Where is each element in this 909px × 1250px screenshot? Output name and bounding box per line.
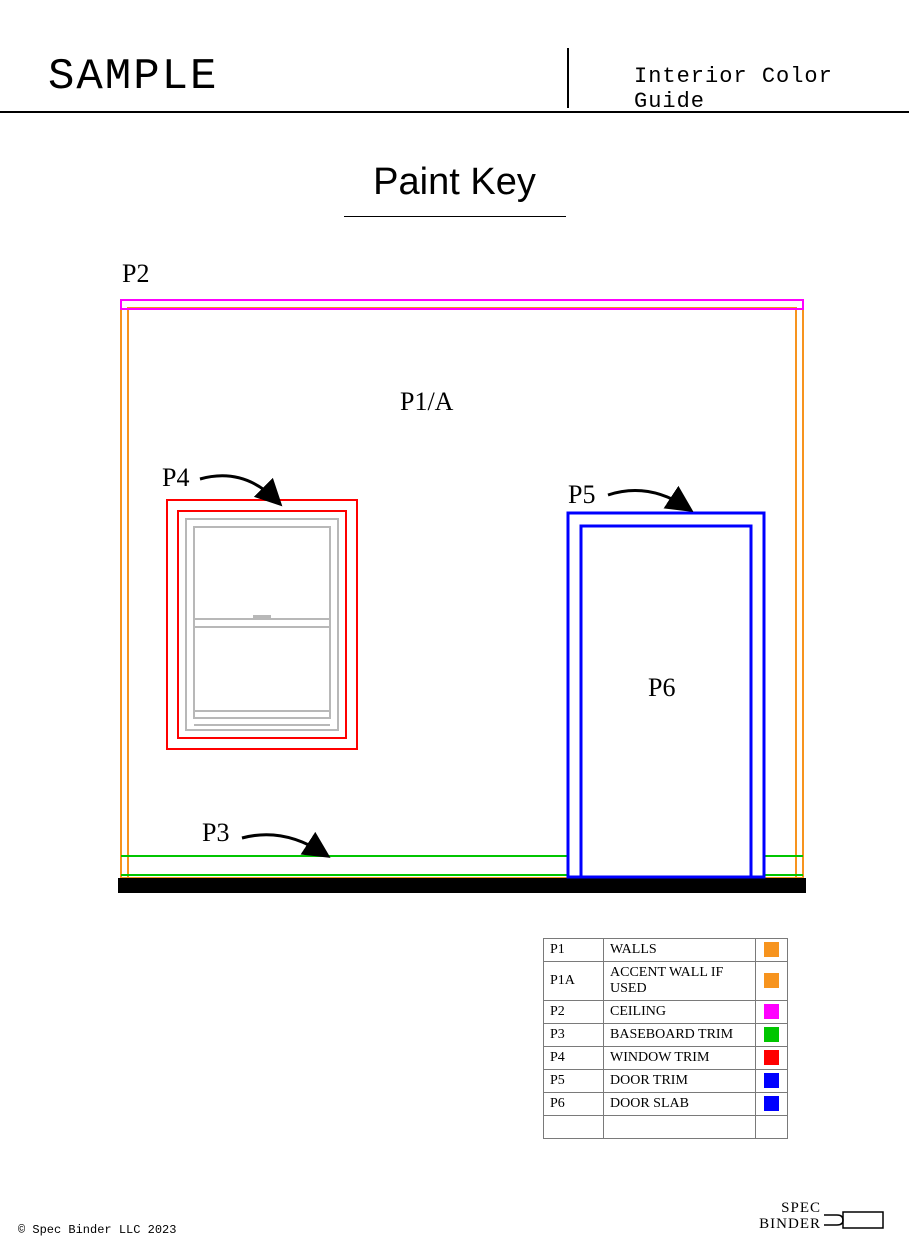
legend-swatch-cell [756, 962, 788, 1001]
legend-row: P3BASEBOARD TRIM [544, 1024, 788, 1047]
legend-row: P1WALLS [544, 939, 788, 962]
legend-row: P6DOOR SLAB [544, 1093, 788, 1116]
legend-code: P4 [544, 1047, 604, 1070]
elevation-diagram: P2 P1/A P4 P5 P6 P3 [118, 297, 806, 897]
legend-swatch-cell [756, 1070, 788, 1093]
legend-code: P1 [544, 939, 604, 962]
legend-swatch [764, 1096, 779, 1111]
legend-swatch [764, 1073, 779, 1088]
legend-desc: CEILING [604, 1001, 756, 1024]
legend-desc: WINDOW TRIM [604, 1047, 756, 1070]
page-header: SAMPLE Interior Color Guide [0, 0, 909, 113]
legend-row: P4WINDOW TRIM [544, 1047, 788, 1070]
legend-swatch-cell [756, 939, 788, 962]
legend-desc: DOOR SLAB [604, 1093, 756, 1116]
legend-swatch-cell [756, 1047, 788, 1070]
label-p6: P6 [648, 673, 675, 703]
legend-swatch-cell [756, 1001, 788, 1024]
legend-row: P2CEILING [544, 1001, 788, 1024]
legend-desc: DOOR TRIM [604, 1070, 756, 1093]
header-left-title: SAMPLE [48, 52, 218, 102]
label-p4: P4 [162, 463, 189, 493]
legend-desc: WALLS [604, 939, 756, 962]
label-p5: P5 [568, 480, 595, 510]
legend-swatch-cell [756, 1093, 788, 1116]
legend-code: P6 [544, 1093, 604, 1116]
legend-swatch-cell [756, 1024, 788, 1047]
legend-swatch [764, 1004, 779, 1019]
footer-logo: SPEC BINDER [749, 1198, 885, 1232]
legend-swatch [764, 1027, 779, 1042]
legend-code [544, 1116, 604, 1139]
label-p3: P3 [202, 818, 229, 848]
diagram-svg [118, 297, 806, 897]
legend-desc: BASEBOARD TRIM [604, 1024, 756, 1047]
legend-code: P2 [544, 1001, 604, 1024]
legend-swatch [764, 942, 779, 957]
legend-desc [604, 1116, 756, 1139]
legend-code: P1A [544, 962, 604, 1001]
label-p2: P2 [122, 259, 149, 289]
header-right-title: Interior Color Guide [634, 64, 909, 114]
page-title-block: Paint Key [0, 161, 909, 217]
legend-table: P1WALLSP1AACCENT WALL IF USEDP2CEILINGP3… [543, 938, 788, 1139]
footer-copyright: © Spec Binder LLC 2023 [18, 1223, 176, 1237]
legend-row [544, 1116, 788, 1139]
legend-code: P5 [544, 1070, 604, 1093]
header-divider [567, 48, 569, 108]
svg-text:BINDER: BINDER [759, 1216, 821, 1232]
svg-text:SPEC: SPEC [781, 1200, 821, 1216]
legend-swatch-cell [756, 1116, 788, 1139]
title-underline [344, 216, 566, 217]
legend-row: P1AACCENT WALL IF USED [544, 962, 788, 1001]
page-title: Paint Key [373, 161, 536, 204]
legend-swatch [764, 973, 779, 988]
legend-desc: ACCENT WALL IF USED [604, 962, 756, 1001]
label-p1a: P1/A [400, 387, 453, 417]
legend-swatch [764, 1050, 779, 1065]
legend-row: P5DOOR TRIM [544, 1070, 788, 1093]
legend-code: P3 [544, 1024, 604, 1047]
